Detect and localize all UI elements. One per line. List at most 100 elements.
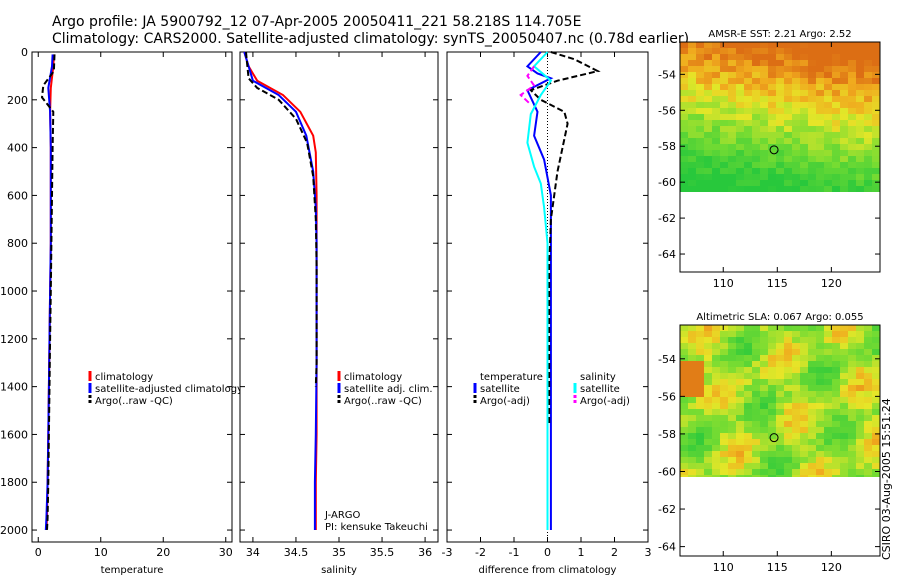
heatmap-cell	[704, 168, 712, 174]
heatmap-cell	[856, 48, 864, 54]
heatmap-cell	[784, 343, 792, 349]
heatmap-cell	[800, 108, 808, 114]
heatmap-cell	[736, 337, 744, 343]
heatmap-cell	[784, 126, 792, 132]
heatmap-cell	[776, 451, 784, 457]
heatmap-cell	[688, 385, 696, 391]
heatmap-cell	[736, 42, 744, 48]
heatmap-cell	[800, 90, 808, 96]
heatmap-cell	[848, 367, 856, 373]
x-tick-label: 34	[246, 546, 260, 559]
heatmap-cell	[704, 463, 712, 469]
heatmap-cell	[776, 325, 784, 331]
heatmap-cell	[800, 457, 808, 463]
heatmap-cell	[840, 421, 848, 427]
heatmap-cell	[872, 90, 880, 96]
heatmap-cell	[744, 156, 752, 162]
heatmap-cell	[752, 463, 760, 469]
heatmap-cell	[704, 42, 712, 48]
heatmap-cell	[752, 108, 760, 114]
heatmap-cell	[728, 463, 736, 469]
heatmap-cell	[856, 361, 864, 367]
heatmap-cell	[712, 54, 720, 60]
heatmap-cell	[800, 150, 808, 156]
y-tick-label: -58	[658, 140, 676, 153]
heatmap-cell	[848, 156, 856, 162]
heatmap-cell	[736, 451, 744, 457]
x-tick-label: 115	[767, 277, 788, 290]
heatmap-cell	[792, 427, 800, 433]
heatmap-cell	[680, 180, 688, 186]
heatmap-cell	[688, 78, 696, 84]
heatmap-cell	[864, 78, 872, 84]
heatmap-cell	[800, 54, 808, 60]
heatmap-cell	[728, 475, 736, 477]
heatmap-cell	[680, 96, 688, 102]
heatmap-cell	[800, 162, 808, 168]
heatmap-cell	[752, 445, 760, 451]
heatmap-cell	[840, 144, 848, 150]
heatmap-cell	[680, 72, 688, 78]
heatmap-cell	[744, 168, 752, 174]
heatmap-cell	[856, 463, 864, 469]
heatmap-cell	[776, 367, 784, 373]
heatmap-cell	[744, 54, 752, 60]
heatmap-cell	[704, 439, 712, 445]
heatmap-cell	[768, 42, 776, 48]
heatmap-cell	[736, 96, 744, 102]
heatmap-cell	[816, 457, 824, 463]
heatmap-cell	[696, 96, 704, 102]
y-tick-label: -64	[658, 541, 676, 554]
heatmap-cell	[864, 397, 872, 403]
heatmap-cell	[840, 168, 848, 174]
heatmap-cell	[864, 90, 872, 96]
heatmap-cell	[872, 433, 880, 439]
heatmap-cell	[856, 469, 864, 475]
heatmap-cell	[800, 337, 808, 343]
heatmap-cell	[720, 132, 728, 138]
heatmap-cell	[784, 150, 792, 156]
argo-location-marker	[769, 433, 779, 443]
heatmap-cell	[864, 60, 872, 66]
heatmap-cell	[760, 120, 768, 126]
heatmap-cell	[824, 60, 832, 66]
heatmap-cell	[840, 409, 848, 415]
heatmap-cell	[808, 397, 816, 403]
heatmap-cell	[840, 162, 848, 168]
heatmap-cell	[728, 84, 736, 90]
heatmap-cell	[776, 114, 784, 120]
heatmap-cell	[736, 343, 744, 349]
heatmap-cell	[800, 102, 808, 108]
heatmap-cell	[776, 186, 784, 192]
heatmap-cell	[792, 385, 800, 391]
heatmap-cell	[792, 96, 800, 102]
heatmap-cell	[848, 132, 856, 138]
heatmap-cell	[744, 451, 752, 457]
heatmap-cell	[688, 180, 696, 186]
heatmap-cell	[752, 349, 760, 355]
heatmap-cell	[848, 180, 856, 186]
heatmap-cell	[808, 349, 816, 355]
heatmap-cell	[720, 355, 728, 361]
y-tick-label: 1000	[0, 285, 28, 298]
heatmap-cell	[848, 54, 856, 60]
heatmap-cell	[840, 433, 848, 439]
heatmap-cell	[824, 132, 832, 138]
heatmap-cell	[736, 90, 744, 96]
heatmap-cell	[720, 168, 728, 174]
heatmap-cell	[680, 445, 688, 451]
heatmap-cell	[744, 174, 752, 180]
heatmap-cell	[832, 391, 840, 397]
heatmap-cell	[832, 120, 840, 126]
heatmap-cell	[736, 349, 744, 355]
heatmap-cell	[752, 433, 760, 439]
heatmap-cell	[720, 385, 728, 391]
heatmap-cell	[744, 355, 752, 361]
heatmap-cell	[808, 186, 816, 192]
heatmap-cell	[792, 373, 800, 379]
heatmap-cell	[736, 174, 744, 180]
heatmap-cell	[824, 144, 832, 150]
heatmap-cell	[744, 445, 752, 451]
heatmap-cell	[736, 397, 744, 403]
heatmap-cell	[744, 409, 752, 415]
